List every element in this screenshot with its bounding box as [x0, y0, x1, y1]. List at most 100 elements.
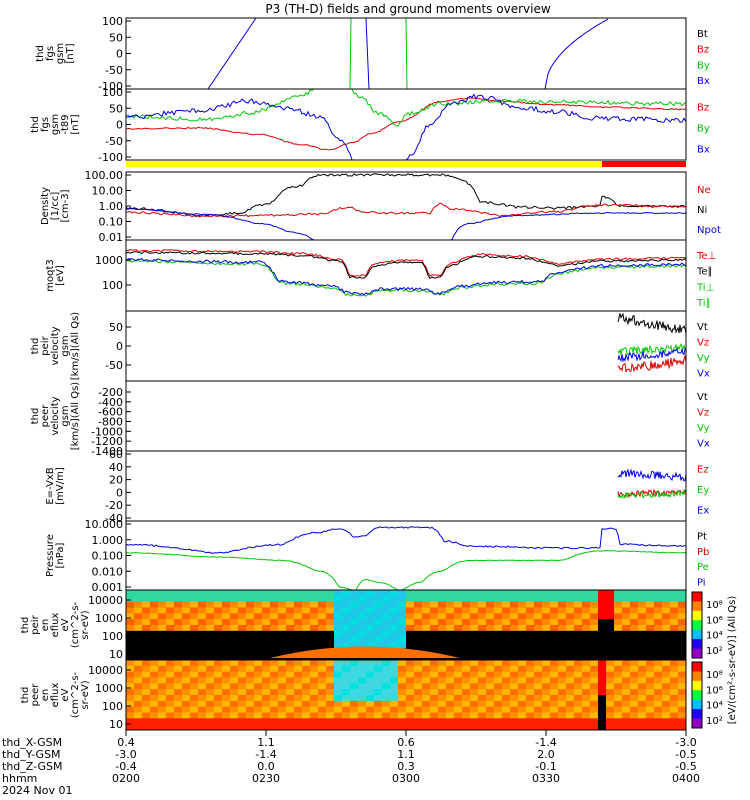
- axis-value-z: -0.4: [115, 760, 136, 773]
- heatmap-cell: [206, 654, 215, 660]
- bx-line: [207, 18, 257, 89]
- heatmap-cell: [222, 630, 231, 638]
- y-tick-label: 1.00: [99, 200, 124, 213]
- heatmap-cell: [630, 724, 639, 730]
- heatmap-cell: [414, 718, 423, 725]
- heatmap-cell: [334, 601, 343, 609]
- heatmap-cell: [414, 636, 423, 644]
- y-tick-label: -1200: [91, 435, 123, 448]
- heatmap-cell: [470, 665, 479, 673]
- heatmap-cell: [422, 712, 431, 719]
- y-label-line: peer: [40, 404, 51, 428]
- heatmap-cell: [654, 700, 663, 708]
- heatmap-cell: [190, 607, 199, 614]
- heatmap-cell: [670, 724, 679, 730]
- heatmap-cell: [638, 712, 647, 719]
- heatmap-cell: [350, 665, 359, 673]
- heatmap-cell: [510, 619, 519, 626]
- panel-frame: [125, 380, 687, 452]
- heatmap-cell: [142, 695, 151, 702]
- y-label-line: [mV/m]: [55, 467, 66, 505]
- heatmap-cell: [318, 642, 327, 649]
- heatmap-cell: [302, 712, 311, 719]
- heatmap-cell: [166, 660, 175, 667]
- heatmap-cell: [382, 642, 391, 649]
- heatmap-cell: [630, 595, 639, 603]
- heatmap-cell: [470, 607, 479, 614]
- heatmap-cell: [318, 660, 327, 667]
- heatmap-cell: [462, 654, 471, 660]
- heatmap-cell: [462, 660, 471, 667]
- heatmap-cell: [670, 712, 679, 719]
- heatmap-cell: [174, 630, 183, 638]
- heatmap-cell: [366, 695, 375, 702]
- heatmap-cell: [198, 630, 207, 638]
- bz-line: [126, 97, 686, 151]
- heatmap-cell: [614, 630, 623, 638]
- heatmap-cell: [126, 625, 135, 632]
- heatmap-cell: [270, 671, 279, 679]
- y-axis-label: thd peir velocity gsm [km/s](All Qs): [30, 312, 81, 380]
- y-axis-label: thd fgs gsm -t89 [nT]: [30, 114, 81, 135]
- heatmap-cell: [414, 613, 423, 620]
- heatmap-cell: [158, 625, 167, 632]
- heatmap-cell: [230, 601, 239, 609]
- y-axis-label: thd peer en eflux eV (cm^2-s-sr-eV): [20, 671, 91, 718]
- heatmap-cell: [510, 607, 519, 614]
- heatmap-cell: [302, 683, 311, 690]
- heatmap-cell: [550, 654, 559, 660]
- heatmap-cell: [406, 601, 415, 609]
- heatmap-cell: [494, 630, 503, 638]
- heatmap-cell: [190, 625, 199, 632]
- heatmap-cell: [262, 636, 271, 644]
- heatmap-cell: [558, 706, 567, 714]
- heatmap-cell: [494, 695, 503, 702]
- heatmap-cell: [542, 648, 551, 655]
- heatmap-cell: [598, 718, 607, 725]
- ne-line: [126, 202, 686, 218]
- heatmap-cell: [430, 712, 439, 719]
- heatmap-cell: [550, 648, 559, 655]
- heatmap-cell: [422, 625, 431, 632]
- heatmap-cell: [238, 677, 247, 684]
- heatmap-cell: [142, 613, 151, 620]
- heatmap-cell: [142, 677, 151, 684]
- heatmap-cell: [382, 695, 391, 702]
- colorbar-tick-label: 10⁴: [706, 701, 723, 712]
- heatmap-cell: [422, 601, 431, 609]
- heatmap-cell: [342, 677, 351, 684]
- heatmap-cell: [294, 700, 303, 708]
- heatmap-cell: [486, 695, 495, 702]
- heatmap-cell: [262, 671, 271, 679]
- heatmap-cell: [670, 607, 679, 614]
- ez-line: [617, 488, 686, 499]
- heatmap-cell: [614, 689, 623, 696]
- heatmap-cell: [358, 700, 367, 708]
- heatmap-cell: [310, 700, 319, 708]
- heatmap-cell: [198, 625, 207, 632]
- heatmap-cell: [566, 619, 575, 626]
- heatmap-cell: [430, 613, 439, 620]
- heatmap-cell: [542, 724, 551, 730]
- heatmap-cell: [422, 724, 431, 730]
- heatmap-cell: [270, 636, 279, 644]
- heatmap-cell: [214, 601, 223, 609]
- heatmap-cell: [470, 712, 479, 719]
- heatmap-cell: [526, 712, 535, 719]
- heatmap-cell: [502, 654, 511, 660]
- heatmap-cell: [526, 619, 535, 626]
- heatmap-cell: [622, 724, 631, 730]
- heatmap-cell: [518, 607, 527, 614]
- heatmap-cell: [294, 683, 303, 690]
- heatmap-cell: [382, 724, 391, 730]
- heatmap-cell: [486, 642, 495, 649]
- heatmap-cell: [638, 613, 647, 620]
- heatmap-cell: [446, 700, 455, 708]
- heatmap-cell: [590, 607, 599, 614]
- heatmap-cell: [590, 619, 599, 626]
- heatmap-cell: [582, 642, 591, 649]
- heatmap-cell: [278, 683, 287, 690]
- heatmap-cell: [246, 695, 255, 702]
- heatmap-cell: [278, 671, 287, 679]
- heatmap-cell: [550, 700, 559, 708]
